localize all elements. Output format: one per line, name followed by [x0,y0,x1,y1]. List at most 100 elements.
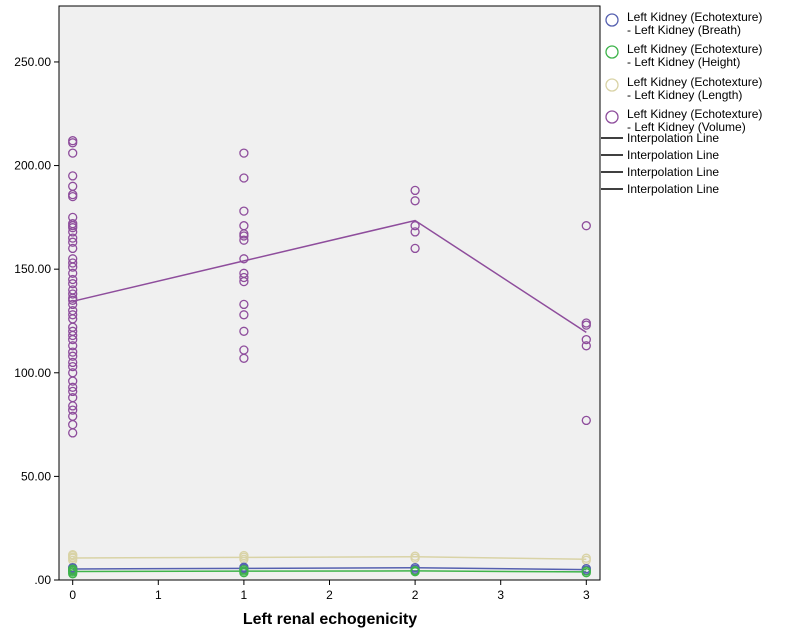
legend-label-1: - Left Kidney (Breath) [627,23,741,37]
data-point-series-3 [239,550,249,561]
legend-marker-4 [605,110,619,124]
legend-marker-1 [605,13,619,27]
data-point-series-4 [68,279,78,289]
data-point-series-4 [239,272,249,283]
series-line-4 [72,219,587,334]
data-point-series-4 [410,185,420,196]
data-point-series-1 [581,563,591,574]
data-point-series-4 [68,347,78,357]
data-point-series-4 [68,243,78,254]
data-point-series-3 [410,551,420,561]
data-point-series-2 [239,564,249,575]
y-tick-label: 100.00 [14,366,51,380]
interpolation-lines-group [72,219,587,573]
data-point-series-1 [239,562,249,572]
data-point-series-4 [68,351,78,361]
legend-label-4: Left Kidney (Echotexture) [627,107,762,121]
data-point-series-4 [68,191,78,202]
data-point-series-4 [68,361,78,372]
y-tick-label: 50.00 [21,469,51,483]
data-point-series-4 [68,386,78,397]
legend-interpolation-label: Interpolation Line [627,182,719,196]
data-point-series-4 [410,221,420,231]
series-line-3 [72,556,587,561]
data-point-series-4 [68,310,78,320]
data-point-series-4 [68,357,78,368]
data-point-series-4 [239,148,249,158]
data-point-series-4 [239,326,249,336]
x-tick-label: 3 [497,588,504,602]
legend-label-3: - Left Kidney (Length) [627,88,742,102]
data-points-group [68,136,591,579]
data-point-series-4 [68,138,78,148]
data-point-series-4 [239,299,249,310]
data-point-series-4 [239,276,249,287]
data-point-series-4 [68,223,78,233]
data-point-series-4 [68,334,78,345]
legend-marker-2 [605,45,619,59]
data-point-series-4 [581,341,591,351]
data-point-series-4 [68,428,78,438]
legend-interpolation-label: Interpolation Line [627,131,719,145]
data-point-series-4 [68,171,78,181]
y-tick-label: .00 [34,573,51,587]
legend-label-2: - Left Kidney (Height) [627,55,740,69]
data-point-series-4 [68,227,78,237]
data-point-series-4 [68,382,78,392]
data-point-series-4 [239,206,249,216]
plot-background [58,5,601,581]
series-line-1 [72,567,587,571]
data-point-series-4 [581,320,591,330]
data-point-series-4 [239,310,249,320]
x-tick-label: 3 [583,588,590,602]
data-point-series-4 [68,299,78,310]
data-point-series-4 [239,254,249,264]
data-point-series-4 [581,415,591,426]
data-point-series-4 [68,268,78,278]
data-point-series-4 [68,258,78,268]
x-tick-label: 2 [412,588,419,602]
legend-label-4: - Left Kidney (Volume) [627,120,746,134]
x-axis: 0 1 1 2 2 3 3 [69,580,590,602]
data-point-series-4 [239,353,249,363]
legend: Left Kidney (Echotexture)- Left Kidney (… [601,10,762,196]
data-point-series-4 [68,341,78,351]
legend-label-3: Left Kidney (Echotexture) [627,75,762,89]
data-point-series-1 [410,562,420,573]
data-point-series-4 [68,401,78,411]
data-point-series-2 [581,566,591,576]
data-point-series-4 [410,196,420,206]
y-tick-label: 250.00 [14,55,51,69]
x-tick-label: 1 [241,588,248,602]
data-point-series-3 [581,553,591,563]
y-axis: .00 50.00 100.00 150.00 200.00 250.00 [14,55,59,587]
x-tick-label: 1 [155,588,162,602]
data-point-series-4 [68,262,78,272]
data-point-series-4 [410,243,420,254]
data-point-series-2 [410,565,420,576]
data-point-series-4 [68,237,78,247]
legend-label-1: Left Kidney (Echotexture) [627,10,762,24]
data-point-series-4 [68,148,78,158]
data-point-series-4 [68,376,78,386]
data-point-series-3 [68,550,78,560]
series-line-2 [72,570,587,573]
data-point-series-4 [581,334,591,345]
data-point-series-4 [68,274,78,285]
data-point-series-4 [239,231,249,241]
x-tick-label: 0 [69,588,76,602]
data-point-series-4 [68,405,78,415]
data-point-series-2 [68,564,78,574]
legend-marker-3 [605,78,619,92]
x-tick-label: 2 [326,588,333,602]
legend-label-2: Left Kidney (Echotexture) [627,42,762,56]
data-point-series-4 [68,330,78,341]
legend-interpolation-label: Interpolation Line [627,165,719,179]
data-point-series-4 [581,221,591,231]
y-tick-label: 200.00 [14,159,51,173]
data-point-series-4 [68,295,78,305]
data-point-series-4 [68,233,78,243]
legend-interpolation-label: Interpolation Line [627,148,719,162]
y-tick-label: 150.00 [14,262,51,276]
